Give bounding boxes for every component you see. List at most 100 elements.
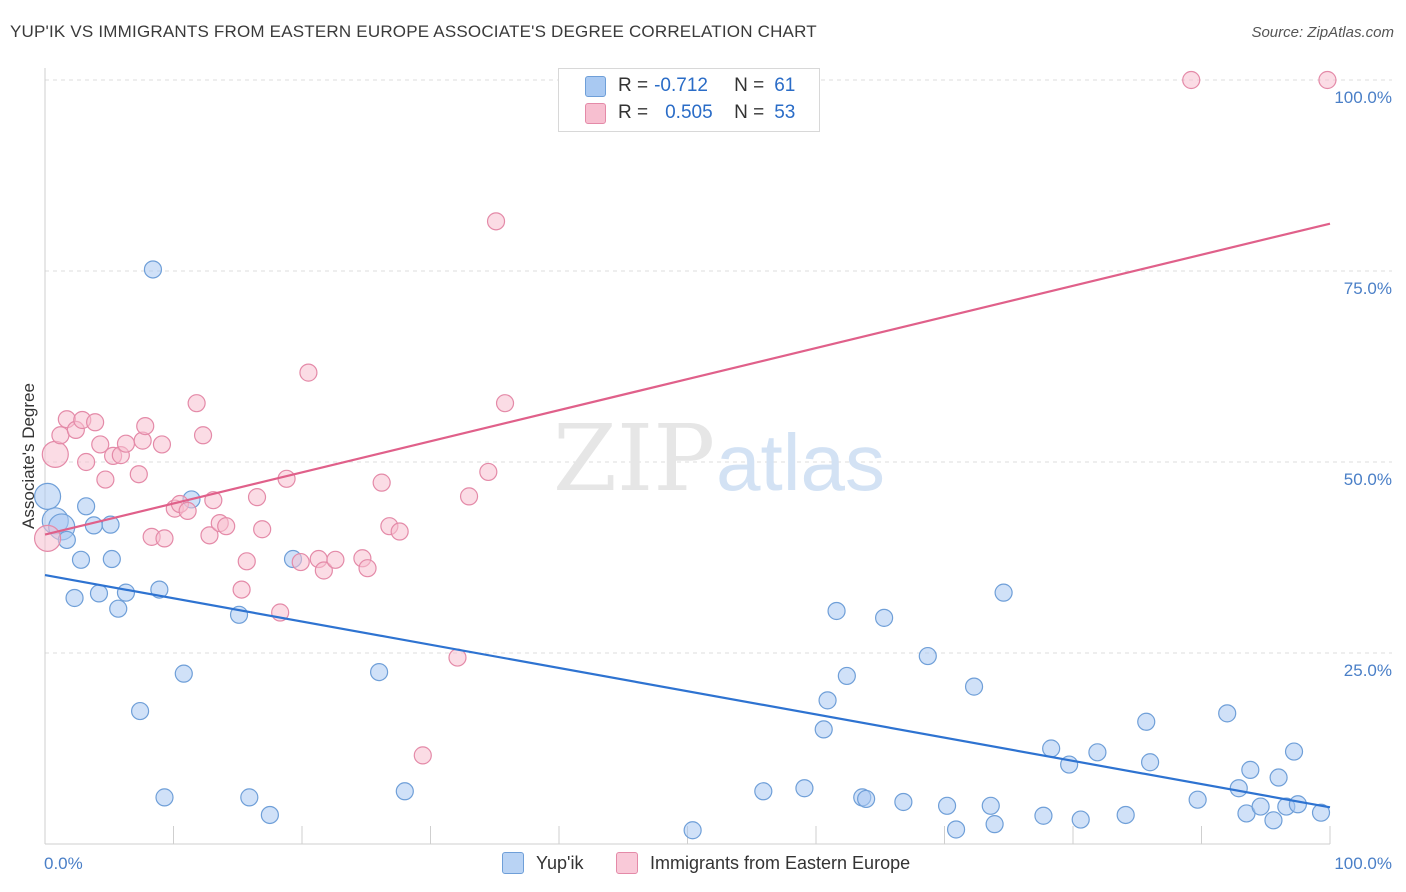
tick-labels: 25.0% 50.0% 75.0% 100.0% 0.0% 100.0% (44, 88, 1392, 873)
data-point (277, 469, 296, 488)
y-tick-label: 25.0% (1344, 661, 1392, 680)
data-point (754, 782, 773, 801)
data-point (314, 561, 333, 580)
data-point (65, 588, 84, 608)
eastern-europe-points (33, 70, 1337, 765)
data-point (837, 666, 856, 686)
watermark-zip: ZIP (553, 405, 715, 512)
legend-n-label: N = (734, 102, 765, 123)
y-tick-label: 50.0% (1344, 470, 1392, 489)
data-point (253, 520, 272, 539)
data-point (232, 580, 251, 599)
stats-legend: R = -0.712 N = 61 R = 0.505 N = 53 (558, 68, 820, 132)
data-point (1071, 810, 1090, 829)
data-point (1251, 797, 1270, 816)
data-point (71, 550, 91, 569)
data-point (1241, 760, 1260, 779)
data-point (683, 821, 702, 840)
data-point (200, 526, 219, 545)
data-point (1042, 739, 1061, 758)
data-point (1229, 779, 1248, 798)
data-point (51, 426, 70, 445)
data-point (193, 426, 213, 445)
y-tick-label: 75.0% (1344, 279, 1392, 298)
watermark-atlas: atlas (716, 418, 885, 507)
yupik-trend-line (44, 573, 1331, 809)
data-point (372, 473, 391, 492)
data-point (237, 552, 256, 571)
data-point (1116, 805, 1135, 825)
grid-lines (45, 79, 1392, 654)
data-point (178, 501, 197, 520)
data-point (91, 435, 110, 454)
data-point (291, 552, 310, 572)
data-point (96, 470, 115, 489)
legend-n-value: 61 (774, 75, 796, 96)
data-point (116, 434, 136, 453)
data-point (116, 583, 136, 602)
data-point (857, 789, 876, 809)
data-point (390, 522, 409, 541)
data-point (33, 482, 62, 510)
legend-item-eastern-europe: Immigrants from Eastern Europe (616, 852, 910, 874)
legend-r-label: R = (618, 102, 649, 123)
data-point (150, 580, 169, 599)
data-point (814, 720, 833, 739)
data-points (33, 70, 1337, 840)
legend-swatch-eastern-europe (616, 852, 638, 874)
legend-item-yupik: Yup'ik (502, 852, 583, 874)
x-tick-label: 100.0% (1334, 854, 1392, 873)
data-point (260, 805, 279, 825)
data-point (964, 677, 984, 696)
data-point (818, 691, 837, 710)
data-point (1318, 70, 1337, 90)
data-point (985, 815, 1004, 834)
data-point (1264, 811, 1283, 830)
data-point (109, 599, 128, 618)
legend-label-eastern-europe: Immigrants from Eastern Europe (650, 852, 911, 873)
legend-n-label: N = (734, 75, 765, 96)
data-point (486, 212, 506, 231)
data-point (894, 792, 913, 812)
data-point (795, 779, 814, 798)
data-point (827, 601, 846, 621)
source-label: Source: ZipAtlas.com (1251, 24, 1394, 41)
data-point (217, 517, 236, 536)
data-point (77, 452, 96, 472)
data-point (1311, 803, 1331, 822)
legend-row-eastern-europe: R = 0.505 N = 53 (585, 100, 795, 126)
data-point (187, 394, 206, 413)
data-point (875, 608, 894, 627)
data-point (136, 416, 155, 436)
data-point (459, 487, 479, 506)
data-point (370, 662, 389, 682)
data-point (479, 462, 498, 482)
legend-swatch-eastern-europe (585, 102, 606, 124)
data-point (299, 363, 318, 382)
data-point (247, 488, 267, 507)
data-point (1182, 70, 1201, 90)
data-point (84, 516, 103, 535)
legend-n-value: 53 (774, 102, 796, 123)
legend-swatch-yupik (502, 852, 524, 874)
data-point (1137, 712, 1156, 731)
eastern-europe-trend-line (44, 222, 1331, 536)
data-point (143, 260, 163, 279)
chart-title: YUP'IK VS IMMIGRANTS FROM EASTERN EUROPE… (10, 22, 817, 41)
data-point (33, 524, 62, 553)
data-point (155, 529, 174, 548)
data-point (174, 664, 193, 683)
data-point (413, 746, 432, 765)
data-point (395, 782, 414, 801)
data-point (1288, 795, 1307, 814)
y-tick-label: 100.0% (1334, 88, 1392, 107)
legend-r-label: R = (618, 75, 649, 96)
legend-label-yupik: Yup'ik (536, 852, 584, 873)
legend-r-value: 0.505 (665, 102, 713, 123)
data-point (129, 465, 148, 484)
data-point (937, 796, 957, 815)
data-point (1188, 790, 1207, 809)
data-point (1269, 768, 1288, 787)
data-point (495, 394, 515, 413)
